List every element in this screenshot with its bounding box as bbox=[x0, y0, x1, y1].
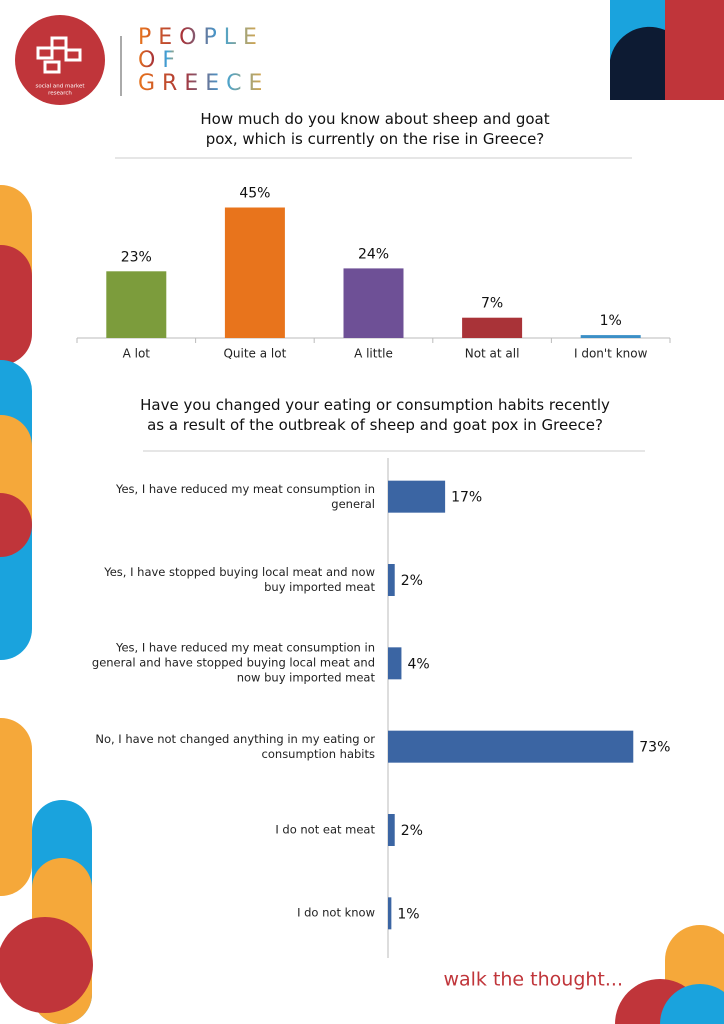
value-label: 7% bbox=[481, 296, 503, 312]
brand: GREECE bbox=[138, 71, 269, 96]
y-tick-label: Yes, I have stopped buying local meat an… bbox=[104, 565, 375, 594]
value-label: 73% bbox=[639, 740, 670, 756]
value-label: 45% bbox=[239, 186, 270, 202]
chart-title: Have you changed your eating or consumpt… bbox=[140, 396, 610, 434]
bar bbox=[106, 271, 167, 338]
logo-text: social and market bbox=[35, 84, 85, 90]
bar bbox=[388, 564, 395, 596]
bar bbox=[224, 207, 285, 338]
bar bbox=[388, 730, 634, 763]
bar bbox=[388, 814, 395, 846]
bar bbox=[343, 268, 404, 338]
bar bbox=[462, 317, 523, 338]
chart-title: How much do you know about sheep and goa… bbox=[200, 110, 550, 148]
y-tick-label: I do not eat meat bbox=[275, 822, 375, 837]
value-label: 17% bbox=[451, 490, 482, 506]
x-tick-label: I don't know bbox=[574, 347, 648, 361]
x-tick-label: Quite a lot bbox=[223, 347, 286, 361]
value-label: 24% bbox=[358, 246, 389, 262]
brand: OF bbox=[138, 48, 182, 73]
value-label: 1% bbox=[600, 313, 622, 329]
bar bbox=[580, 335, 641, 338]
y-tick-label: Yes, I have reduced my meat consumption … bbox=[115, 481, 375, 511]
bar bbox=[388, 480, 446, 513]
bar bbox=[388, 647, 402, 680]
tagline: walk the thought... bbox=[443, 969, 623, 991]
value-label: 23% bbox=[121, 249, 152, 265]
value-label: 2% bbox=[401, 823, 423, 839]
y-tick-label: No, I have not changed anything in my ea… bbox=[95, 731, 375, 761]
y-tick-label: Yes, I have reduced my meat consumption … bbox=[91, 640, 375, 685]
x-tick-label: A little bbox=[354, 347, 393, 361]
brand: PEOPLE bbox=[138, 25, 264, 50]
value-label: 1% bbox=[397, 906, 419, 922]
y-tick-label: I do not know bbox=[297, 905, 375, 920]
bar bbox=[388, 897, 392, 930]
x-tick-label: Not at all bbox=[465, 347, 520, 361]
logo-text: research bbox=[48, 91, 72, 97]
x-tick-label: A lot bbox=[123, 347, 151, 361]
value-label: 2% bbox=[401, 573, 423, 589]
value-label: 4% bbox=[407, 656, 429, 672]
